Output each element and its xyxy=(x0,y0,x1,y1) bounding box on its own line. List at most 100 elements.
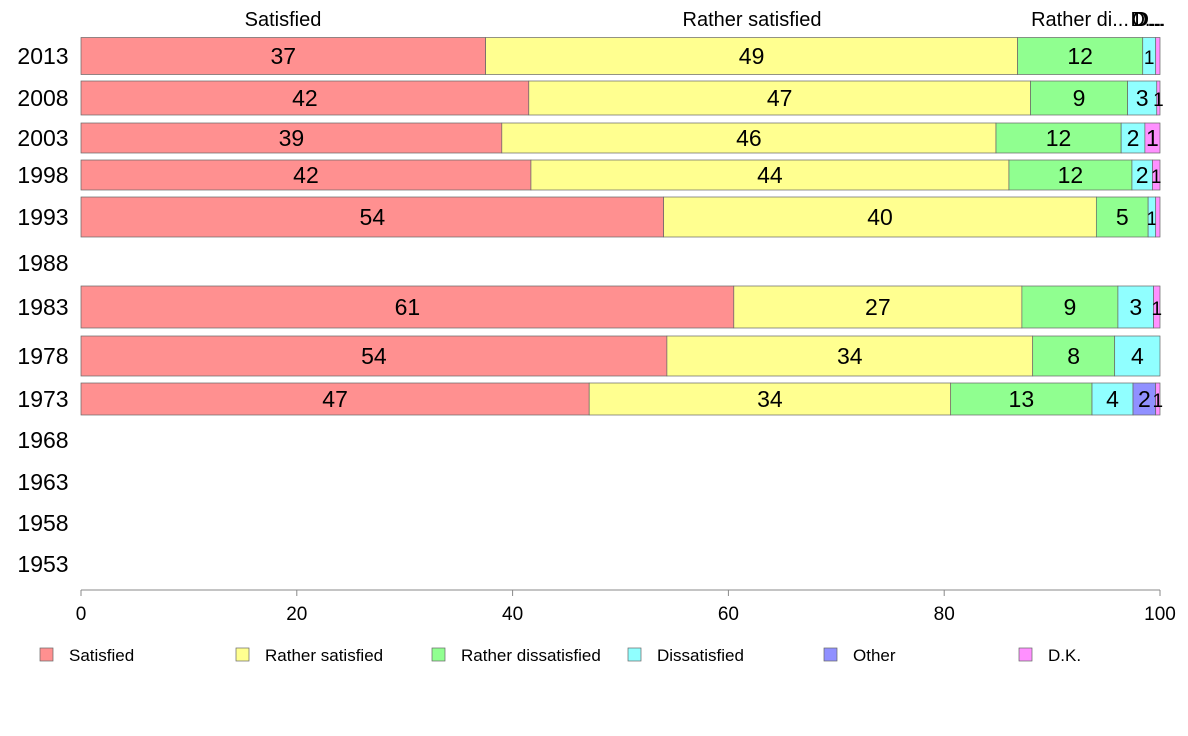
bar-label-1998-1: 44 xyxy=(757,162,783,188)
bars-group: 37 49 12 142 47 9 3 139 46 12 2 142 44 12 2 154 40 5 161 27… xyxy=(80,37,1164,416)
legend-swatch-4 xyxy=(823,647,838,662)
legend: Satisfied Rather satisfied Rather dissatis… xyxy=(39,646,1081,665)
bar-segment-1998-5 xyxy=(1152,159,1161,191)
legend-swatch-2 xyxy=(431,647,446,662)
bar-row-1998: 42 44 12 2 1 xyxy=(80,159,1162,191)
bar-segment-1998-1 xyxy=(530,159,1010,191)
year-label-1993: 1993 xyxy=(17,204,68,230)
year-label-1973: 1973 xyxy=(17,386,68,412)
legend-item-1: Rather satisfied xyxy=(235,646,383,665)
bar-label-2003-3: 2 xyxy=(1127,125,1140,151)
legend-label-3: Dissatisfied xyxy=(657,646,744,665)
bar-label-2003-1: 46 xyxy=(736,125,762,151)
bar-segment-1993-5 xyxy=(1155,196,1161,238)
bar-label-2008-1: 47 xyxy=(767,85,793,111)
x-tick-label-0: 0 xyxy=(76,604,87,625)
bar-segment-1978-1 xyxy=(666,335,1034,377)
bar-label-2003-0: 39 xyxy=(279,125,305,151)
x-tick-label-40: 40 xyxy=(502,604,523,625)
legend-label-5: D.K. xyxy=(1048,646,1081,665)
bar-label-1973-1: 34 xyxy=(757,386,783,412)
bar-label-1983-1: 27 xyxy=(865,294,891,320)
bar-segment-2008-1 xyxy=(528,80,1031,116)
year-label-1978: 1978 xyxy=(17,343,68,369)
legend-item-5: D.K. xyxy=(1018,646,1081,665)
bar-segment-2003-0 xyxy=(80,122,503,154)
bar-label-1993-2: 5 xyxy=(1116,204,1129,230)
bar-label-2008-3: 3 xyxy=(1136,85,1149,111)
legend-item-2: Rather dissatisfied xyxy=(431,646,601,665)
bar-label-1993-1: 40 xyxy=(867,204,893,230)
legend-swatch-3 xyxy=(627,647,642,662)
bar-segment-2008-5 xyxy=(1156,80,1161,116)
bar-segment-1973-3 xyxy=(1091,382,1134,416)
year-axis-labels: 2013 2008 2003 1998 1993 1988 1983 1978 1973 1968… xyxy=(17,43,68,577)
bar-label-1978-1: 34 xyxy=(837,343,863,369)
year-label-1983: 1983 xyxy=(17,294,68,320)
bar-label-2008-5: 1 xyxy=(1153,90,1164,111)
bar-label-2003-2: 12 xyxy=(1046,125,1072,151)
bar-segment-2003-5 xyxy=(1144,122,1161,154)
year-label-2003: 2003 xyxy=(17,125,68,151)
year-label-1998: 1998 xyxy=(17,162,68,188)
top-label-3: D... xyxy=(1130,9,1161,31)
legend-label-0: Satisfied xyxy=(69,646,134,665)
bar-segment-1993-2 xyxy=(1095,196,1149,238)
bar-segment-1973-5 xyxy=(1155,382,1161,416)
bar-segment-1973-1 xyxy=(588,382,952,416)
bar-label-2013-2: 12 xyxy=(1067,43,1093,69)
bar-label-1973-2: 13 xyxy=(1009,386,1035,412)
bar-segment-1978-0 xyxy=(80,335,668,377)
legend-item-4: Other xyxy=(823,646,896,665)
year-label-1988: 1988 xyxy=(17,250,68,276)
bar-label-1973-0: 47 xyxy=(322,386,348,412)
bar-row-1978: 54 34 8 4 xyxy=(80,335,1161,377)
bar-segment-1973-0 xyxy=(80,382,590,416)
bar-label-2003-5: 1 xyxy=(1146,125,1159,151)
bar-label-2008-0: 42 xyxy=(292,85,318,111)
bar-row-1993: 54 40 5 1 xyxy=(80,196,1161,238)
bar-row-1973: 47 34 13 4 2 1 xyxy=(80,382,1163,416)
bar-row-2003: 39 46 12 2 1 xyxy=(80,122,1161,154)
year-label-1953: 1953 xyxy=(17,551,68,577)
bar-label-1983-3: 3 xyxy=(1129,294,1142,320)
bar-segment-2013-0 xyxy=(80,37,486,75)
bar-segment-2008-3 xyxy=(1127,80,1158,116)
bar-label-1998-0: 42 xyxy=(293,162,319,188)
legend-swatch-0 xyxy=(39,647,54,662)
x-tick-label-60: 60 xyxy=(718,604,739,625)
x-tick-label-20: 20 xyxy=(286,604,307,625)
bar-segment-1978-2 xyxy=(1032,335,1116,377)
bar-row-2013: 37 49 12 1 xyxy=(80,37,1161,75)
bar-label-1978-3: 4 xyxy=(1131,343,1144,369)
x-axis: 0 20 40 60 80 100 xyxy=(76,589,1176,625)
bar-label-1998-2: 12 xyxy=(1058,162,1084,188)
bar-segment-2013-2 xyxy=(1017,37,1144,75)
bar-row-1983: 61 27 9 3 1 xyxy=(80,285,1162,329)
legend-label-2: Rather dissatisfied xyxy=(461,646,601,665)
bar-segment-1998-0 xyxy=(80,159,532,191)
bar-label-1983-2: 9 xyxy=(1064,294,1077,320)
bar-label-1998-3: 2 xyxy=(1136,162,1149,188)
top-label-5: D... xyxy=(1134,9,1165,31)
legend-item-0: Satisfied xyxy=(39,646,134,665)
bar-label-1998-5: 1 xyxy=(1151,167,1162,188)
bar-segment-2008-2 xyxy=(1030,80,1128,116)
bar-segment-1983-3 xyxy=(1117,285,1154,329)
bar-segment-2013-5 xyxy=(1155,37,1161,75)
bar-segment-1983-1 xyxy=(733,285,1023,329)
top-label-2: Rather di... xyxy=(1031,9,1129,31)
bar-label-1993-3: 1 xyxy=(1147,209,1158,230)
bar-label-1978-0: 54 xyxy=(361,343,387,369)
bar-segment-1998-2 xyxy=(1008,159,1133,191)
x-tick-label-100: 100 xyxy=(1144,604,1176,625)
bar-segment-1993-0 xyxy=(80,196,665,238)
bar-label-2013-3: 1 xyxy=(1144,48,1155,69)
legend-item-3: Dissatisfied xyxy=(627,646,744,665)
top-label-0: Satisfied xyxy=(245,9,322,31)
bar-segment-2003-1 xyxy=(501,122,997,154)
bar-label-1993-0: 54 xyxy=(360,204,386,230)
legend-swatch-5 xyxy=(1018,647,1033,662)
bar-label-1973-3: 4 xyxy=(1106,386,1119,412)
